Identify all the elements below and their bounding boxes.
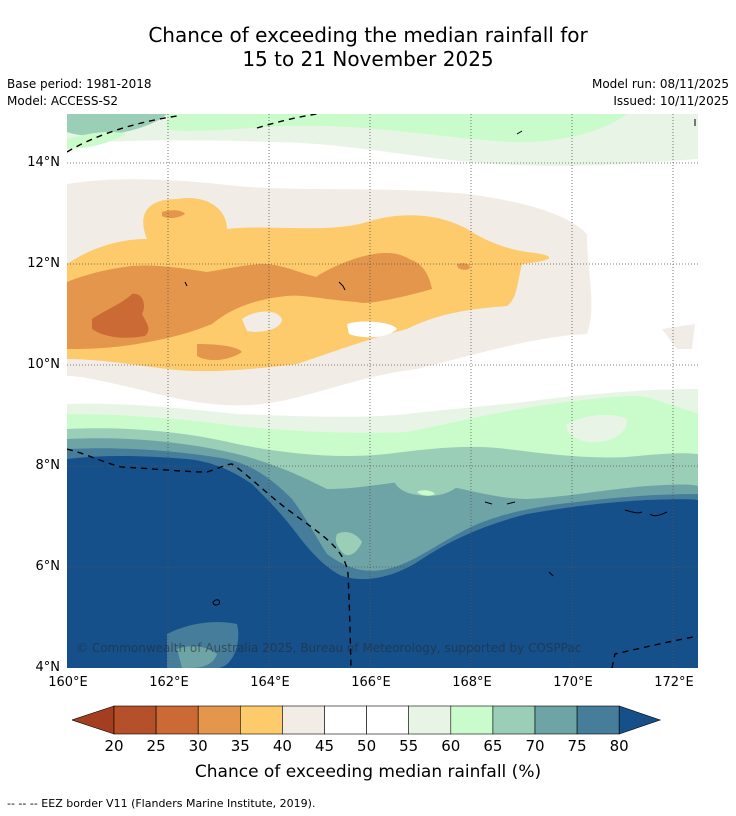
y-tick-14n: 14°N [27,155,60,170]
x-tick-160e: 160°E [48,675,88,690]
x-tick-166e: 166°E [351,675,391,690]
colorbar-cell-70-75 [534,705,578,735]
colorbar-cell-20-25 [113,705,157,735]
colorbar-label-30: 30 [188,737,208,755]
colorbar-label-35: 35 [230,737,250,755]
colorbar-label-80: 80 [609,737,629,755]
map-title-line2: 15 to 21 November 2025 [242,47,494,71]
colorbar-label-40: 40 [272,737,292,755]
band-65-70-northwest [67,114,167,136]
colorbar-label-70: 70 [525,737,545,755]
x-tick-162e: 162°E [149,675,189,690]
patch-65-70 [394,466,467,496]
map-title-line1: Chance of exceeding the median rainfall … [148,23,588,47]
graticule [67,114,698,668]
island-55-60 [566,414,627,443]
colorbar-label-50: 50 [357,737,377,755]
patch-70-75-south [177,646,217,668]
colorbar-label-45: 45 [314,737,335,755]
base-period: Base period: 1981-2018 [7,77,152,91]
colorbar-cell-25-30 [155,705,199,735]
colorbar-cell-60-65 [450,705,494,735]
patch-60-65 [417,490,435,496]
colorbar [72,705,662,735]
eez-border [67,114,698,668]
colorbar-label-60: 60 [441,737,461,755]
colorbar-label-25: 25 [146,737,166,755]
colorbar-cell-35-40 [240,705,283,735]
islands [184,119,696,606]
band-30-35-central [317,253,432,303]
x-tick-164e: 164°E [250,675,290,690]
colorbar-title: Chance of exceeding median rainfall (%) [194,762,542,782]
band-above-80 [67,455,698,668]
colorbar-cell-65-70 [492,705,536,735]
band-60-65-northwest [67,131,127,149]
y-tick-8n: 8°N [35,458,61,473]
y-tick-6n: 6°N [35,559,61,574]
band-30-35-dot [457,263,470,270]
y-tick-4n: 4°N [35,660,61,675]
colorbar-cell-40-45 [282,705,325,735]
band-30-35-south [197,344,242,361]
x-tick-172e: 172°E [654,675,694,690]
copyright-notice: © Commonwealth of Australia 2025, Bureau… [76,641,582,655]
band-40-45-east [662,324,695,349]
colorbar-cell-30-35 [197,705,241,735]
hole-50-55 [347,321,397,338]
colorbar-cell-45-50 [324,705,367,735]
issued-date: Issued: 10/11/2025 [613,94,729,108]
y-tick-12n: 12°N [27,256,60,271]
colorbar-extend-low [72,705,115,735]
colorbar-extend-high [618,705,662,735]
colorbar-cell-50-55 [366,705,410,735]
patch-65-70-south [335,531,362,556]
colorbar-label-20: 20 [104,737,124,755]
band-35-40-west [67,239,151,284]
y-tick-10n: 10°N [27,357,60,372]
colorbar-label-65: 65 [483,737,503,755]
model-name: Model: ACCESS-S2 [7,94,119,108]
colorbar-cell-75-80 [576,705,620,735]
x-tick-168e: 168°E [452,675,492,690]
x-tick-170e: 170°E [553,675,593,690]
rainfall-map [67,114,698,668]
model-run: Model run: 08/11/2025 [591,77,729,91]
band-25-30 [92,293,149,338]
eez-footnote: -- -- -- EEZ border V11 (Flanders Marine… [7,797,316,810]
colorbar-label-75: 75 [567,737,587,755]
colorbar-label-55: 55 [399,737,419,755]
hole-40-45-a [242,311,282,332]
colorbar-cell-55-60 [408,705,452,735]
